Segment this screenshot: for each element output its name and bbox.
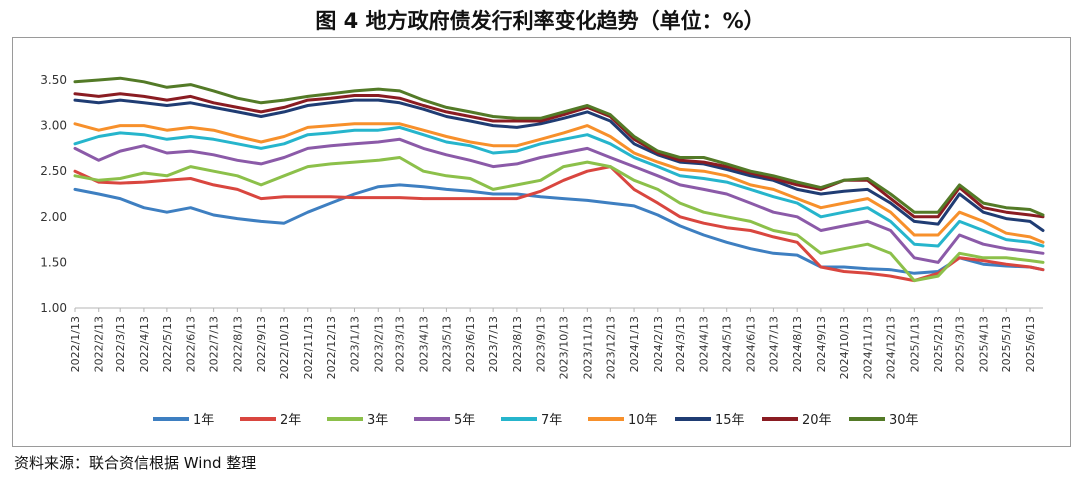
legend-label-0: 1年 xyxy=(193,413,214,428)
series-line-3 xyxy=(73,137,1045,264)
series-line-8 xyxy=(73,76,1045,217)
legend-label-5: 10年 xyxy=(628,413,658,428)
x-tick-label: 2024/4/13 xyxy=(698,316,711,372)
x-tick-label: 2023/4/13 xyxy=(417,316,430,372)
x-tick-label: 2025/6/13 xyxy=(1024,316,1037,372)
x-tick-label: 2023/2/13 xyxy=(372,316,385,372)
x-tick-label: 2022/10/13 xyxy=(278,316,291,379)
x-tick-label: 2024/11/13 xyxy=(862,316,875,379)
series-line-0 xyxy=(73,183,1045,275)
y-tick-label: 1.50 xyxy=(40,255,67,269)
x-tick-label: 2022/9/13 xyxy=(255,316,268,372)
legend-label-7: 20年 xyxy=(802,413,832,428)
x-tick-label: 2023/5/13 xyxy=(440,316,453,372)
legend-label-8: 30年 xyxy=(889,413,919,428)
x-tick-label: 2024/6/13 xyxy=(744,316,757,372)
source-note: 资料来源：联合资信根据 Wind 整理 xyxy=(14,454,257,472)
x-tick-label: 2024/1/13 xyxy=(628,316,641,372)
x-tick-label: 2024/3/13 xyxy=(674,316,687,372)
x-tick-label: 2025/4/13 xyxy=(977,316,990,372)
x-tick-label: 2023/11/13 xyxy=(581,316,594,379)
y-tick-label: 3.50 xyxy=(40,73,67,87)
series-line-4 xyxy=(73,125,1045,248)
series-line-1 xyxy=(73,165,1045,283)
x-tick-label: 2023/8/13 xyxy=(511,316,524,372)
x-tick-label: 2024/9/13 xyxy=(815,316,828,372)
x-tick-label: 2022/2/13 xyxy=(93,316,106,372)
x-tick-label: 2022/12/13 xyxy=(325,316,338,379)
x-tick-label: 2025/1/13 xyxy=(908,316,921,372)
legend-label-1: 2年 xyxy=(280,413,301,428)
chart-title: 图 4 地方政府债发行利率变化趋势（单位：%） xyxy=(315,9,765,33)
x-tick-label: 2025/5/13 xyxy=(1000,316,1013,372)
x-tick-label: 2023/1/13 xyxy=(349,316,362,372)
x-tick-label: 2024/2/13 xyxy=(652,316,665,372)
legend-label-4: 7年 xyxy=(541,413,562,428)
series-line-6 xyxy=(73,98,1045,232)
x-tick-label: 2024/5/13 xyxy=(721,316,734,372)
x-tick-label: 2024/12/13 xyxy=(885,316,898,379)
x-tick-label: 2024/10/13 xyxy=(838,316,851,379)
chart-frame: 1.00 1.50 2.00 2.50 3.00 3.50 2022/1/13 2022/2/… xyxy=(12,37,1071,447)
x-tick-label: 2022/4/13 xyxy=(138,316,151,372)
y-tick-label: 1.00 xyxy=(40,301,67,315)
legend-label-6: 15年 xyxy=(715,413,745,428)
y-tick-label: 2.50 xyxy=(40,164,67,178)
y-tick-label: 3.00 xyxy=(40,119,67,133)
legend-label-3: 5年 xyxy=(454,413,475,428)
series-line-7 xyxy=(73,92,1045,219)
legend-label-2: 3年 xyxy=(367,413,388,428)
series-line-5 xyxy=(73,122,1045,244)
x-tick-label: 2023/6/13 xyxy=(464,316,477,372)
x-tick-label: 2022/8/13 xyxy=(231,316,244,372)
x-tick-label: 2023/3/13 xyxy=(394,316,407,372)
x-tick-label: 2023/10/13 xyxy=(558,316,571,379)
x-tick-label: 2025/3/13 xyxy=(954,316,967,372)
x-tick-label: 2023/7/13 xyxy=(487,316,500,372)
x-tick-label: 2024/7/13 xyxy=(767,316,780,372)
x-tick-label: 2022/5/13 xyxy=(161,316,174,372)
series-line-2 xyxy=(73,156,1045,283)
y-tick-label: 2.00 xyxy=(40,210,67,224)
x-tick-label: 2022/7/13 xyxy=(208,316,221,372)
x-tick-label: 2022/1/13 xyxy=(69,316,82,372)
x-tick-label: 2022/3/13 xyxy=(114,316,127,372)
x-tick-label: 2023/12/13 xyxy=(604,316,617,379)
x-tick-label: 2022/6/13 xyxy=(185,316,198,372)
x-tick-label: 2023/9/13 xyxy=(535,316,548,372)
x-tick-label: 2022/11/13 xyxy=(302,316,315,379)
line-chart: 1.00 1.50 2.00 2.50 3.00 3.50 2022/1/13 2022/2/… xyxy=(40,73,1045,428)
x-tick-label: 2025/2/13 xyxy=(932,316,945,372)
x-tick-label: 2024/8/13 xyxy=(791,316,804,372)
